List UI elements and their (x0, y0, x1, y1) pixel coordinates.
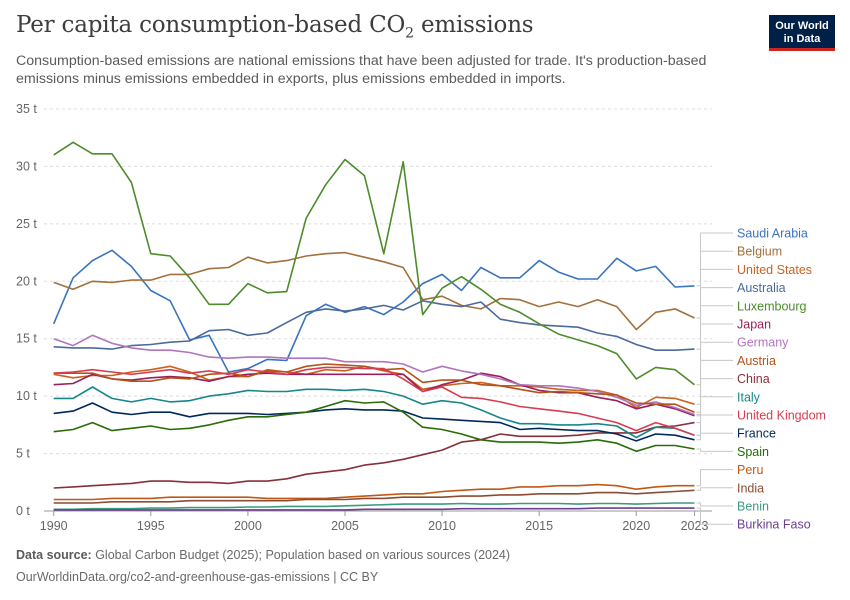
x-tick-label: 2000 (234, 519, 262, 533)
legend-label[interactable]: Germany (737, 336, 789, 350)
legend-label[interactable]: Saudi Arabia (737, 227, 808, 241)
legend-connector (696, 414, 733, 436)
data-source-note: Data source: Global Carbon Budget (2025)… (16, 548, 511, 562)
y-tick-label: 0 t (16, 504, 30, 518)
y-tick-label: 25 t (16, 217, 37, 231)
legend-connector (696, 396, 733, 436)
y-tick-label: 15 t (16, 332, 37, 346)
legend-label[interactable]: Belgium (737, 245, 782, 259)
legend-label[interactable]: Peru (737, 463, 763, 477)
y-tick-label: 20 t (16, 274, 37, 288)
legend-label[interactable]: Luxembourg (737, 299, 807, 313)
x-tick-label: 1990 (40, 519, 68, 533)
legend-connector (696, 359, 733, 413)
logo-line-1: Our World (775, 20, 829, 32)
series-line[interactable] (53, 489, 695, 504)
legend-label[interactable]: Austria (737, 354, 776, 368)
logo-line-2: in Data (783, 33, 821, 45)
legend-label[interactable]: Spain (737, 445, 769, 459)
x-tick-label: 2015 (525, 519, 553, 533)
y-tick-label: 30 t (16, 159, 37, 173)
series-line[interactable] (53, 363, 695, 413)
legend-connector (696, 448, 733, 452)
legend-connector (696, 378, 733, 424)
legend-label[interactable]: Benin (737, 500, 769, 514)
source-url[interactable]: OurWorldinData.org/co2-and-greenhouse-ga… (16, 570, 379, 584)
chart-title: Per capita consumption-based CO2 emissio… (16, 12, 534, 42)
x-tick-label: 2005 (331, 519, 359, 533)
series-line[interactable] (53, 300, 695, 351)
series-line[interactable] (53, 366, 695, 436)
series-line[interactable] (53, 399, 695, 453)
legend-connector (696, 250, 733, 319)
y-tick-label: 10 t (16, 389, 37, 403)
legend-connector (696, 323, 733, 417)
legend-label[interactable]: China (737, 372, 770, 386)
legend-connector (696, 432, 733, 441)
x-tick-label: 2023 (681, 519, 709, 533)
legend-connector (696, 268, 733, 405)
legend-label[interactable]: United States (737, 263, 812, 277)
legend-connector (696, 507, 733, 525)
legend-connector (696, 232, 733, 287)
legend-connector (696, 502, 733, 507)
series-line[interactable] (53, 251, 695, 331)
legend-label[interactable]: Burkina Faso (737, 518, 811, 532)
chart-subtitle: Consumption-based emissions are national… (16, 53, 707, 87)
x-tick-label: 2020 (622, 519, 650, 533)
series-line[interactable] (53, 334, 695, 416)
legend-connector (696, 287, 733, 350)
owid-logo[interactable]: Our World in Data (769, 15, 835, 51)
x-tick-label: 2010 (428, 519, 456, 533)
y-tick-label: 5 t (16, 447, 30, 461)
legend-label[interactable]: Australia (737, 281, 786, 295)
legend-connector (696, 487, 733, 491)
series-line[interactable] (53, 483, 695, 501)
series-line[interactable] (53, 507, 695, 511)
series-line[interactable] (53, 502, 695, 511)
y-tick-label: 35 t (16, 102, 37, 116)
legend-connector (696, 305, 733, 386)
series-line[interactable] (53, 386, 695, 439)
legend-label[interactable]: Japan (737, 318, 771, 332)
series-line[interactable] (52, 249, 695, 373)
series-line[interactable] (53, 421, 695, 489)
legend-connector (696, 469, 733, 487)
legend-label[interactable]: India (737, 481, 764, 495)
legend-label[interactable]: United Kingdom (737, 409, 826, 423)
legend-label[interactable]: Italy (737, 390, 761, 404)
series-line[interactable] (53, 141, 695, 386)
x-tick-label: 1995 (137, 519, 165, 533)
series-line[interactable] (53, 372, 695, 417)
series-line[interactable] (53, 402, 695, 442)
legend-label[interactable]: France (737, 427, 776, 441)
